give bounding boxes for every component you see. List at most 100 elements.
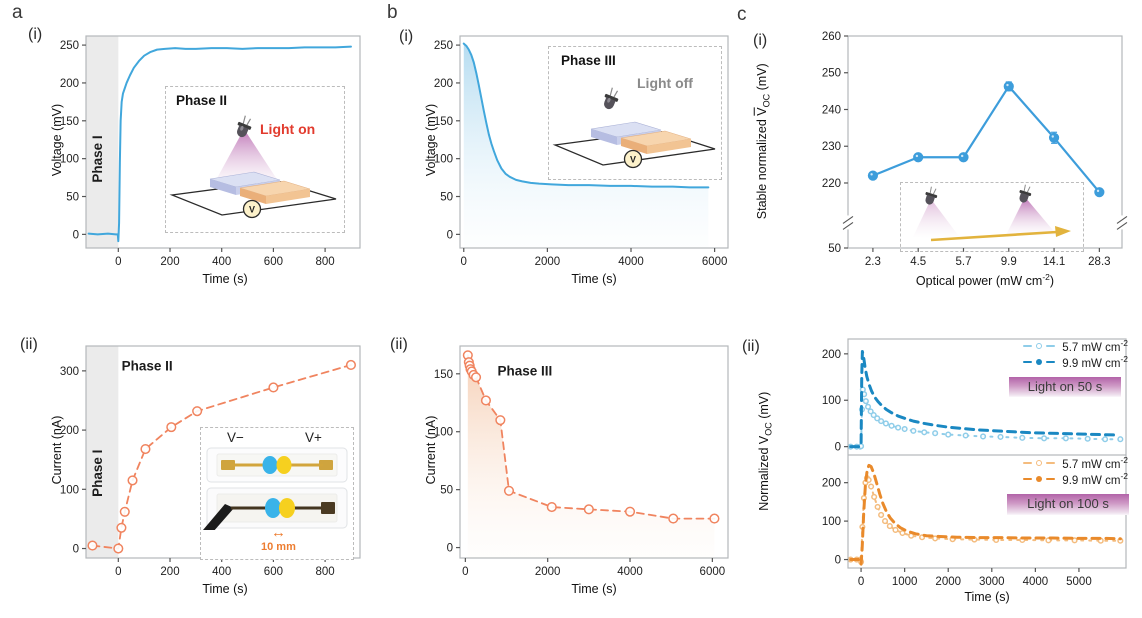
svg-text:220: 220 xyxy=(822,178,841,190)
legend-dash-icon xyxy=(1046,461,1056,465)
svg-text:250: 250 xyxy=(60,40,79,52)
legend-bottom: 5.7 mW cm-2 9.9 mW cm-2 xyxy=(985,455,1128,487)
device-illustration-light-on: V xyxy=(169,115,337,219)
led-icon xyxy=(1019,184,1032,203)
svg-text:150: 150 xyxy=(434,369,453,381)
chart-a-i: 0 200 400 600 800 0 50 100 150 200 250 Phase I xyxy=(38,22,370,304)
device-photo-bottom xyxy=(203,487,348,530)
svg-text:0: 0 xyxy=(73,544,79,556)
svg-text:0: 0 xyxy=(447,229,453,241)
svg-text:0: 0 xyxy=(115,566,121,578)
light-off-label: Light off xyxy=(637,75,693,91)
svg-text:1000: 1000 xyxy=(892,576,918,588)
a-i-x-axis-title: Time (s) xyxy=(202,272,248,286)
svg-text:28.3: 28.3 xyxy=(1088,256,1110,268)
svg-text:100: 100 xyxy=(434,154,453,166)
svg-text:4000: 4000 xyxy=(618,256,644,268)
svg-text:200: 200 xyxy=(822,349,841,361)
svg-text:200: 200 xyxy=(160,256,179,268)
svg-text:100: 100 xyxy=(822,516,841,528)
legend-dash-icon xyxy=(1023,461,1033,465)
b-i-y-axis-title: Voltage (mV) xyxy=(424,103,438,177)
v-minus-label: V− xyxy=(227,430,244,445)
svg-text:230: 230 xyxy=(822,141,841,153)
panel-a-ii-label: (ii) xyxy=(20,336,38,353)
legend-dash-icon xyxy=(1046,360,1056,364)
svg-text:260: 260 xyxy=(822,31,841,43)
inset-phase2-title: Phase II xyxy=(176,93,228,108)
led-icon xyxy=(237,115,252,137)
legend-dash-icon xyxy=(1046,477,1056,481)
optical-power-illustration xyxy=(913,184,1071,242)
inset-device-photos: V− V+ ↔ 10 mm xyxy=(200,427,354,560)
device-illustration-light-off: V xyxy=(552,87,716,169)
svg-text:240: 240 xyxy=(822,104,841,116)
svg-text:2000: 2000 xyxy=(535,566,561,578)
svg-text:2.3: 2.3 xyxy=(865,256,881,268)
scale-arrow-icon: ↔ xyxy=(271,524,286,541)
svg-text:0: 0 xyxy=(447,543,453,555)
svg-text:200: 200 xyxy=(434,78,453,90)
inset-phase3-title: Phase III xyxy=(561,53,616,68)
svg-text:50: 50 xyxy=(828,243,841,255)
svg-text:100: 100 xyxy=(434,427,453,439)
svg-text:Phase III: Phase III xyxy=(498,364,553,379)
device-block-right xyxy=(239,180,311,204)
svg-text:9.9: 9.9 xyxy=(1001,256,1017,268)
svg-text:300: 300 xyxy=(60,366,79,378)
svg-text:100: 100 xyxy=(60,484,79,496)
c-ii-y-axis-title: Normalized VOC (mV) xyxy=(756,391,774,511)
legend-dash-icon xyxy=(1023,344,1033,348)
svg-text:5.7: 5.7 xyxy=(955,256,971,268)
svg-text:Phase II: Phase II xyxy=(122,358,173,373)
svg-text:3000: 3000 xyxy=(979,576,1005,588)
b-i-x-axis-title: Time (s) xyxy=(571,272,617,286)
svg-text:200: 200 xyxy=(60,78,79,90)
legend-open-dot-icon xyxy=(1036,460,1043,466)
svg-text:4000: 4000 xyxy=(617,566,643,578)
panel-b-label: b xyxy=(387,2,398,23)
svg-text:50: 50 xyxy=(440,192,453,204)
chart-b-ii: 0 2000 4000 6000 0 50 100 150 Phase III xyxy=(412,332,738,614)
scale-label: 10 mm xyxy=(261,541,296,553)
svg-text:4000: 4000 xyxy=(1023,576,1049,588)
a-ii-y-axis-title: Current (nA) xyxy=(50,415,64,485)
probe-clip xyxy=(203,504,234,530)
legend-item-9.9: 9.9 mW cm-2 xyxy=(1023,354,1128,370)
led-icon xyxy=(925,186,938,205)
legend-dash-icon xyxy=(1046,344,1056,348)
svg-text:0: 0 xyxy=(835,555,841,567)
legend-filled-dot-icon xyxy=(1036,476,1043,482)
svg-text:150: 150 xyxy=(434,116,453,128)
svg-text:100: 100 xyxy=(822,395,841,407)
svg-text:2000: 2000 xyxy=(535,256,561,268)
svg-text:250: 250 xyxy=(822,68,841,80)
led-icon xyxy=(604,87,619,109)
svg-text:0: 0 xyxy=(835,442,841,454)
legend-item-9.9: 9.9 mW cm-2 xyxy=(1023,471,1128,487)
legend-top: 5.7 mW cm-2 9.9 mW cm-2 xyxy=(985,338,1128,370)
svg-text:0: 0 xyxy=(461,256,467,268)
a-ii-x-axis-title: Time (s) xyxy=(202,582,248,596)
chart-b-i: 0 2000 4000 6000 0 50 100 150 200 250 xyxy=(412,22,738,304)
svg-text:4.5: 4.5 xyxy=(910,256,926,268)
yellow-gel xyxy=(276,456,292,474)
svg-text:50: 50 xyxy=(440,485,453,497)
svg-text:200: 200 xyxy=(160,566,179,578)
v-plus-label: V+ xyxy=(305,430,322,445)
device-photos xyxy=(203,447,348,530)
legend-dash-icon xyxy=(1023,360,1033,364)
inset-phase2: Phase II Light on xyxy=(165,86,345,233)
panel-c-i-label: (i) xyxy=(753,32,768,49)
svg-text:Phase I: Phase I xyxy=(90,135,105,182)
panel-c-label: c xyxy=(737,4,747,25)
svg-text:100: 100 xyxy=(60,154,79,166)
svg-text:0: 0 xyxy=(858,576,864,588)
svg-text:600: 600 xyxy=(264,566,283,578)
chart-c-ii-top: 0 100 200 xyxy=(798,331,1138,455)
voltmeter-icon: V xyxy=(242,199,262,219)
svg-text:14.1: 14.1 xyxy=(1043,256,1065,268)
legend-open-dot-icon xyxy=(1036,343,1043,349)
legend-item-5.7: 5.7 mW cm-2 xyxy=(1023,455,1128,471)
svg-text:0: 0 xyxy=(115,256,121,268)
